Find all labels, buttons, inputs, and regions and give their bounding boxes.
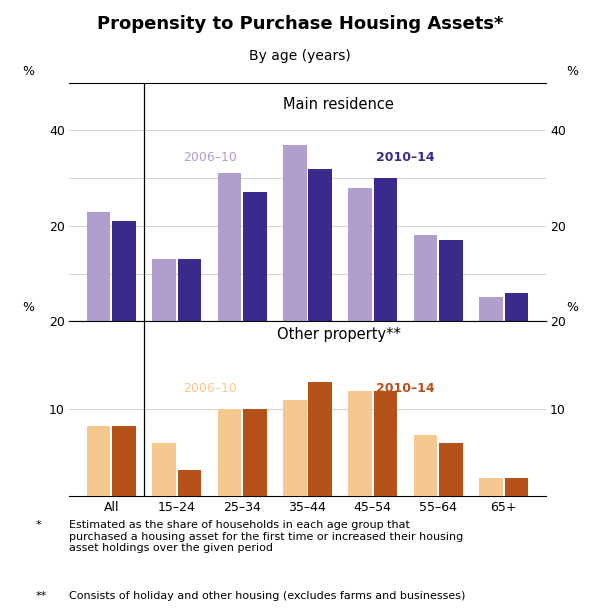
Text: 2006–10: 2006–10 [184,382,237,395]
Text: Estimated as the share of households in each age group that
purchased a housing : Estimated as the share of households in … [69,520,463,553]
Bar [439,240,463,321]
Text: 2006–10: 2006–10 [184,151,237,164]
Bar [178,259,202,321]
Text: *: * [36,520,41,530]
Bar [87,426,110,496]
Text: 2010–14: 2010–14 [376,151,435,164]
Bar [243,192,266,321]
Text: Propensity to Purchase Housing Assets*: Propensity to Purchase Housing Assets* [97,15,503,33]
Bar [112,426,136,496]
Text: Main residence: Main residence [283,97,394,112]
Bar [178,469,202,496]
Text: Consists of holiday and other housing (excludes farms and businesses): Consists of holiday and other housing (e… [69,591,466,600]
Bar [505,293,528,321]
Text: By age (years): By age (years) [249,49,351,63]
Bar [112,221,136,321]
Bar [349,391,372,496]
Bar [413,435,437,496]
Text: **: ** [36,591,47,600]
Bar [243,409,266,496]
Text: Other property**: Other property** [277,327,400,341]
Text: %: % [566,301,578,315]
Bar [479,297,503,321]
Text: 2010–14: 2010–14 [376,382,435,395]
Bar [152,259,176,321]
Bar [283,144,307,321]
Text: %: % [566,65,578,78]
Bar [218,173,241,321]
Bar [283,400,307,496]
Bar [374,178,397,321]
Text: %: % [22,301,34,315]
Bar [87,212,110,321]
Bar [308,168,332,321]
Bar [349,188,372,321]
Bar [218,409,241,496]
Bar [505,479,528,496]
Bar [152,443,176,496]
Text: %: % [22,65,34,78]
Bar [308,382,332,496]
Bar [439,443,463,496]
Bar [479,479,503,496]
Bar [413,236,437,321]
Bar [374,391,397,496]
